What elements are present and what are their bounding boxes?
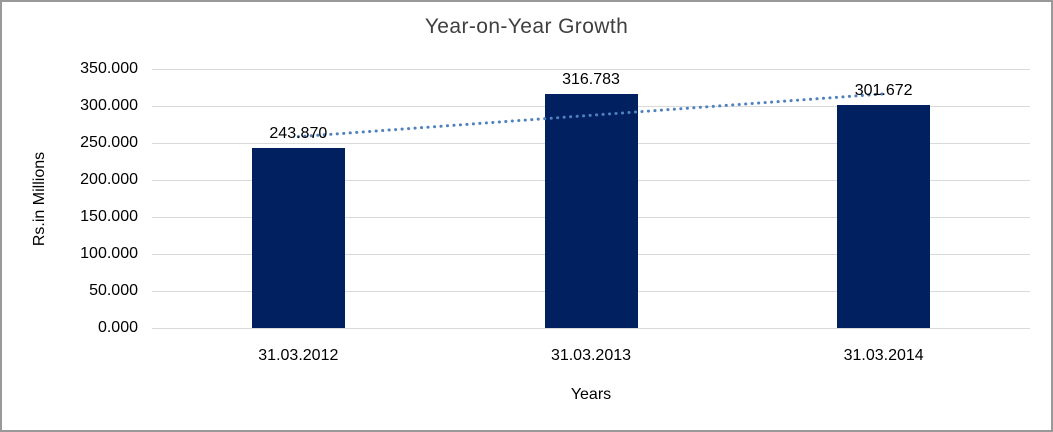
gridline (152, 69, 1030, 70)
x-axis-tick-label: 31.03.2012 (258, 347, 339, 364)
x-axis-tick-label: 31.03.2013 (550, 347, 632, 364)
gridline (152, 328, 1030, 329)
y-axis-title: Rs.in Millions (31, 151, 48, 247)
bar (837, 104, 931, 328)
bar-data-label: 316.783 (562, 70, 620, 88)
y-axis-tick-label: 50.000 (89, 282, 138, 299)
plot-area (152, 69, 1030, 329)
bar-data-label: 301.672 (854, 81, 913, 99)
chart-title: Year-on-Year Growth (424, 15, 629, 38)
bar (251, 147, 345, 328)
y-axis-tick-label: 350.000 (80, 60, 138, 77)
y-axis-tick-label: 0.000 (97, 319, 138, 336)
y-axis-tick-label: 250.000 (80, 134, 138, 151)
x-axis-title: Years (570, 386, 612, 403)
y-axis-tick-label: 200.000 (80, 171, 138, 188)
trendline (296, 92, 886, 139)
y-axis-tick-label: 300.000 (80, 97, 138, 114)
bar-data-label: 243.870 (269, 124, 328, 142)
bar (544, 93, 638, 328)
y-axis-tick-label: 150.000 (80, 208, 138, 225)
x-axis-tick-label: 31.03.2014 (843, 347, 924, 364)
y-axis-tick-label: 100.000 (80, 245, 138, 262)
